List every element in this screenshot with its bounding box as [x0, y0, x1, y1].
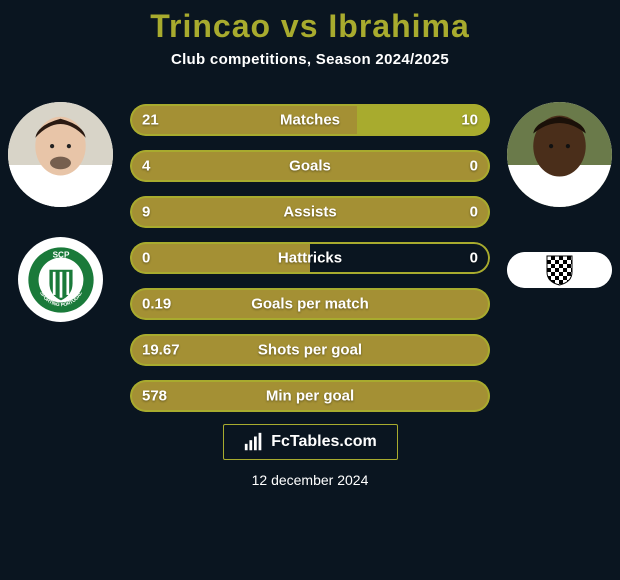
- stat-label: Hattricks: [278, 250, 342, 267]
- root: Trincao vs Ibrahima Club competitions, S…: [0, 0, 620, 580]
- stat-label: Matches: [280, 112, 340, 129]
- stat-value-left: 19.67: [142, 342, 180, 359]
- stat-value-right: 0: [470, 158, 478, 175]
- stat-row: 578 Min per goal: [130, 380, 490, 412]
- stat-value-left: 9: [142, 204, 150, 221]
- stat-value-left: 4: [142, 158, 150, 175]
- stats-bars: 21 10 Matches 4 0 Goals 9 0 Assists 0 0 Hattricks 0.…: [130, 92, 490, 412]
- stat-label: Assists: [283, 204, 336, 221]
- player-right-avatar: [507, 102, 612, 207]
- stat-row: 4 0 Goals: [130, 150, 490, 182]
- footer-date: 12 december 2024: [0, 472, 620, 488]
- stat-value-left: 21: [142, 112, 159, 129]
- content: SCP SPORTING PORTUGAL 21: [0, 92, 620, 580]
- stat-label: Goals per match: [251, 296, 369, 313]
- stat-value-left: 0: [142, 250, 150, 267]
- crest-right-svg: [507, 252, 612, 288]
- page-title: Trincao vs Ibrahima: [150, 8, 470, 45]
- stat-row: 0.19 Goals per match: [130, 288, 490, 320]
- crest-top-text: SCP: [52, 250, 69, 259]
- chart-icon: [243, 431, 265, 453]
- stat-row: 0 0 Hattricks: [130, 242, 490, 274]
- footer-brand: FcTables.com: [223, 424, 398, 460]
- stat-row: 19.67 Shots per goal: [130, 334, 490, 366]
- club-left-crest: SCP SPORTING PORTUGAL: [18, 237, 103, 322]
- player-left-avatar: [8, 102, 113, 207]
- footer-brand-text: FcTables.com: [271, 433, 377, 451]
- stat-label: Shots per goal: [258, 342, 362, 359]
- avatar-left-svg: [8, 102, 113, 207]
- stat-label: Goals: [289, 158, 331, 175]
- stat-value-left: 0.19: [142, 296, 171, 313]
- stat-value-right: 0: [470, 250, 478, 267]
- stat-row: 9 0 Assists: [130, 196, 490, 228]
- stat-value-left: 578: [142, 388, 167, 405]
- crest-left-svg: SCP SPORTING PORTUGAL: [27, 246, 95, 314]
- stat-label: Min per goal: [266, 388, 354, 405]
- stat-value-right: 10: [461, 112, 478, 129]
- club-right-crest: [507, 252, 612, 288]
- subtitle: Club competitions, Season 2024/2025: [171, 51, 449, 68]
- stat-row: 21 10 Matches: [130, 104, 490, 136]
- stat-value-right: 0: [470, 204, 478, 221]
- avatar-right-svg: [507, 102, 612, 207]
